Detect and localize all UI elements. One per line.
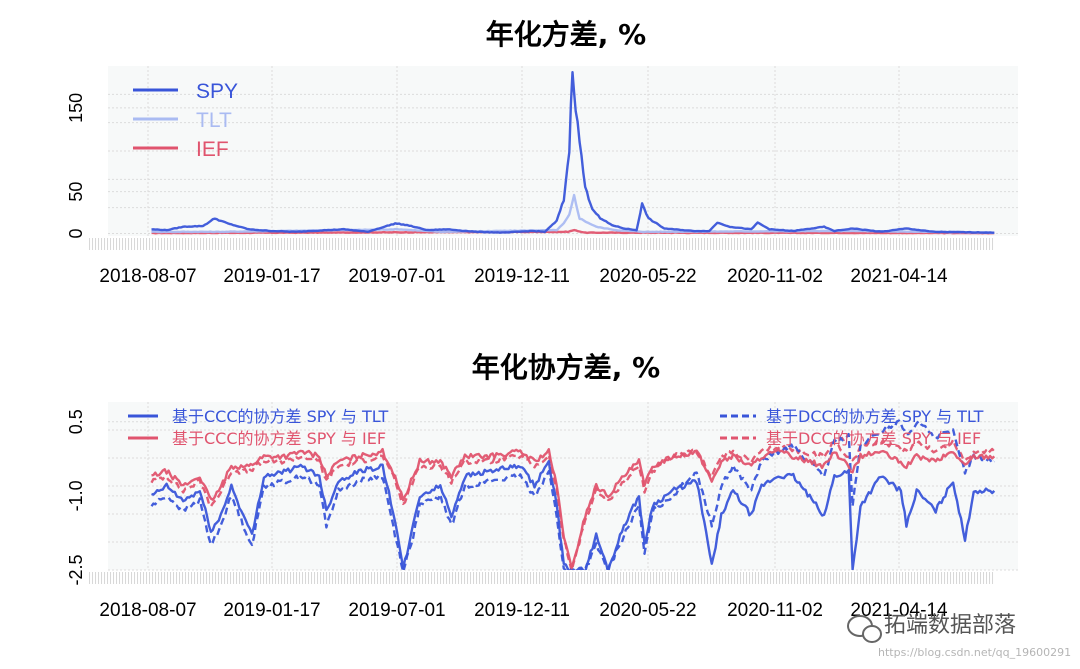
- wechat-icon: [847, 615, 882, 643]
- grid: [108, 66, 1018, 236]
- x-tick-label: 2019-07-01: [348, 266, 445, 287]
- date-rug: [89, 572, 994, 584]
- series-group: [151, 71, 995, 235]
- legend-label: IEF: [196, 138, 229, 161]
- wechat-icon-bubble: [862, 625, 882, 643]
- chart-panel-1: 年化方差, % 2018-08-07 2019-01-17 2019-07-01 201…: [66, 18, 1018, 287]
- legend-label: 基于DCC的协方差 SPY 与 TLT: [766, 407, 984, 426]
- x-tick-label: 2020-05-22: [599, 266, 696, 287]
- x-tick-label: 2020-11-02: [727, 266, 823, 287]
- x-tick-label: 2021-04-14: [850, 600, 948, 621]
- watermark-url: https://blog.csdn.net/qq_19600291: [878, 646, 1071, 659]
- series-line: [151, 71, 995, 234]
- x-tick-label: 2019-01-17: [223, 600, 320, 621]
- plot-background: [108, 66, 1018, 236]
- watermark: 拓端数据部落 https://blog.csdn.net/qq_19600291: [847, 613, 1071, 659]
- x-tick-label: 2019-12-11: [474, 266, 570, 287]
- x-tick-label: 2019-07-01: [348, 600, 445, 621]
- chart-panel-2: 年化协方差, % 2018-08-07 2019-01-17 2019-07-01 20…: [66, 351, 1018, 621]
- legend-label: 基于DCC的协方差 SPY 与 IEF: [766, 429, 981, 448]
- y-tick-label: 0: [66, 228, 86, 238]
- x-tick-label: 2019-01-17: [223, 266, 320, 287]
- x-tick-label: 2020-11-02: [727, 600, 823, 621]
- y-tick-label: -1.0: [66, 480, 86, 511]
- series-line: [150, 419, 996, 570]
- date-rug: [89, 238, 994, 250]
- series-group: [150, 419, 996, 570]
- x-tick-label: 2020-05-22: [599, 600, 696, 621]
- legend-label: SPY: [196, 80, 238, 103]
- chart-title: 年化方差, %: [486, 18, 646, 51]
- watermark-brand: 拓端数据部落: [884, 613, 1016, 638]
- legend-label: 基于CCC的协方差 SPY 与 IEF: [172, 429, 386, 448]
- plot-background: [108, 402, 1018, 570]
- x-tick-label: 2018-08-07: [99, 266, 196, 287]
- chart-title: 年化协方差, %: [472, 351, 660, 384]
- x-tick-label: 2018-08-07: [99, 600, 196, 621]
- legend-label: TLT: [196, 109, 232, 132]
- legend-label: 基于CCC的协方差 SPY 与 TLT: [172, 407, 388, 426]
- x-tick-label: 2021-04-14: [850, 266, 948, 287]
- y-tick-label: 150: [66, 93, 86, 123]
- series-line: [151, 460, 996, 570]
- series-line: [151, 447, 996, 570]
- y-tick-label: 50: [66, 182, 86, 202]
- y-tick-label: -2.5: [66, 554, 86, 585]
- x-tick-label: 2019-12-11: [474, 600, 570, 621]
- y-tick-label: 0.5: [66, 409, 86, 434]
